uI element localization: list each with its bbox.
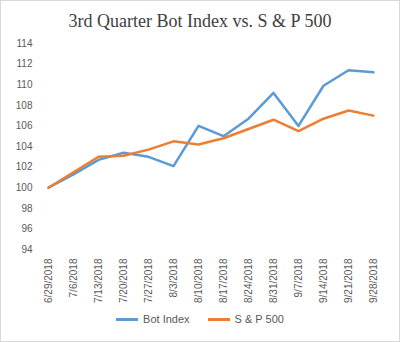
- svg-text:7/20/2018: 7/20/2018: [118, 258, 129, 303]
- svg-text:96: 96: [21, 223, 33, 234]
- svg-text:9/7/2018: 9/7/2018: [293, 258, 304, 297]
- svg-text:6/29/2018: 6/29/2018: [43, 258, 54, 303]
- svg-text:8/10/2018: 8/10/2018: [193, 258, 204, 303]
- svg-text:8/17/2018: 8/17/2018: [218, 258, 229, 303]
- svg-text:106: 106: [16, 120, 33, 131]
- svg-text:114: 114: [17, 38, 33, 49]
- svg-text:9/28/2018: 9/28/2018: [368, 258, 379, 303]
- html-text:3rd Quarter Bot Index vs. S &: 3rd Quarter Bot Index vs. S & P 500: [68, 11, 332, 31]
- html-text:Bot Index: Bot Index: [143, 313, 190, 325]
- svg-text:108: 108: [16, 100, 33, 111]
- svg-text:94: 94: [21, 244, 33, 255]
- svg-text:7/6/2018: 7/6/2018: [68, 258, 79, 297]
- svg-text:7/13/2018: 7/13/2018: [93, 258, 104, 303]
- svg-text:98: 98: [21, 203, 33, 214]
- svg-text:8/3/2018: 8/3/2018: [168, 258, 179, 297]
- svg-text:7/27/2018: 7/27/2018: [143, 258, 154, 303]
- svg-text:112: 112: [17, 58, 33, 69]
- svg-text:8/31/2018: 8/31/2018: [268, 258, 279, 303]
- svg-text:102: 102: [16, 161, 33, 172]
- svg-text:9/14/2018: 9/14/2018: [318, 258, 329, 303]
- svg-text:110: 110: [17, 79, 33, 90]
- svg-text:8/24/2018: 8/24/2018: [243, 258, 254, 303]
- svg-text:100: 100: [16, 182, 33, 193]
- html-text:S & P 500: S & P 500: [234, 313, 284, 325]
- svg-text:9/21/2018: 9/21/2018: [343, 258, 354, 303]
- svg-text:104: 104: [16, 141, 33, 152]
